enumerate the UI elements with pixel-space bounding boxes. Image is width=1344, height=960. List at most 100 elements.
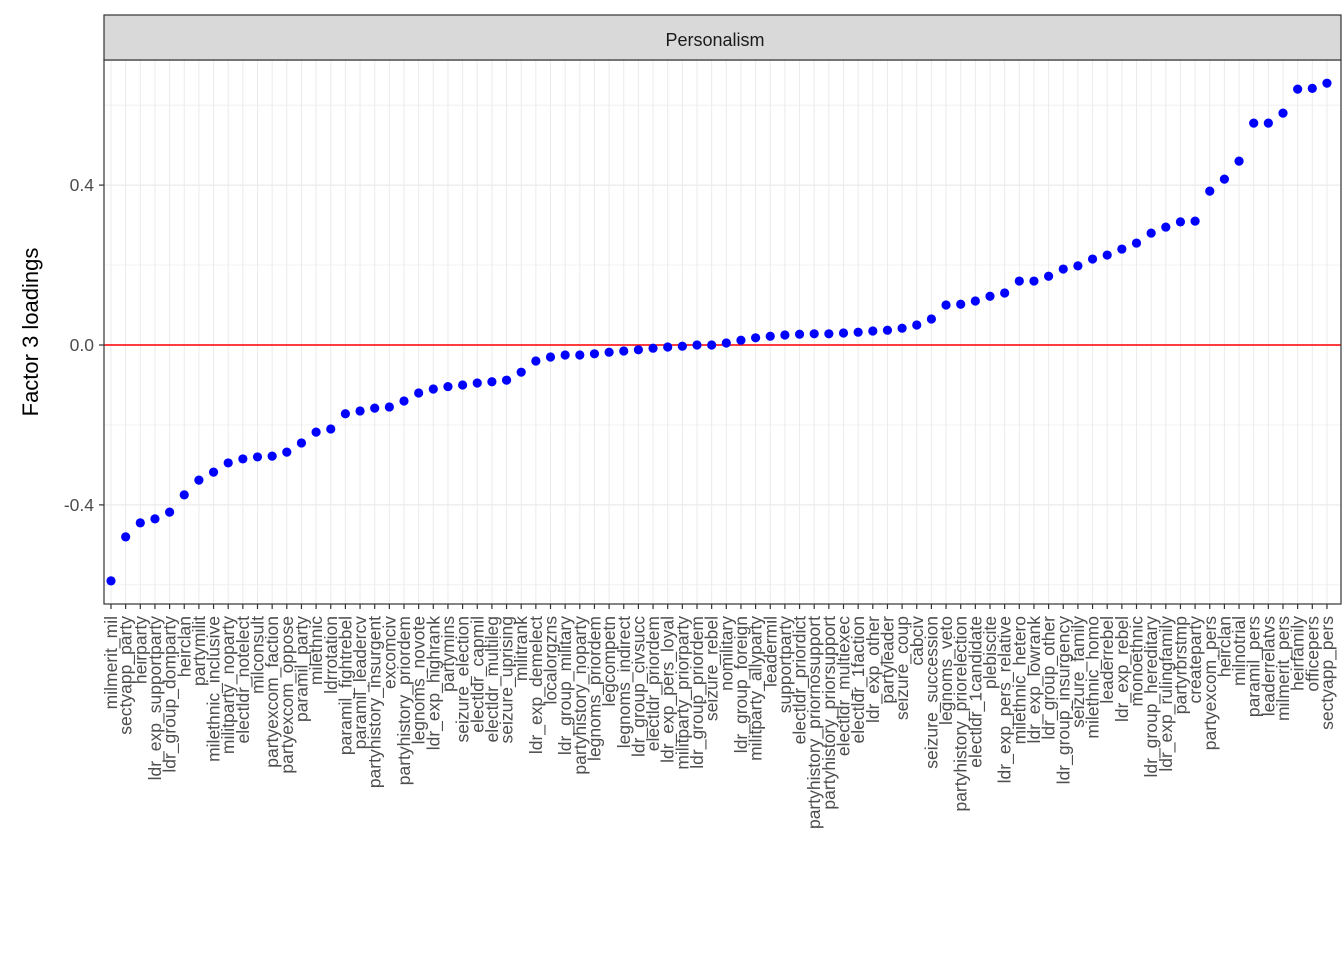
x-tick-label: partyexcom_pers	[1200, 616, 1221, 750]
data-point	[252, 452, 263, 462]
data-point	[663, 342, 673, 352]
data-point	[1029, 276, 1039, 286]
x-tick-label: ldr_group_domparty	[160, 616, 181, 773]
strip-title: Personalism	[665, 30, 764, 50]
x-tick-label: heirparty	[130, 616, 150, 684]
x-tick-label: createparty	[1185, 616, 1205, 704]
x-tick-label: legnoms_novote	[409, 616, 430, 744]
data-point	[794, 329, 805, 339]
x-tick-label: electldr_capmil	[467, 616, 488, 733]
data-point	[458, 380, 468, 390]
data-point	[985, 291, 995, 301]
x-tick-label: milethnic_hetero	[1009, 616, 1030, 744]
x-tick-label: milmerit_mil	[101, 616, 122, 709]
x-tick-label: ldr_group_civsucc	[628, 616, 649, 757]
x-tick-label: cabciv	[907, 616, 927, 666]
x-tick-label: ldr_exp_pers_relative	[995, 616, 1016, 783]
x-tick-label: seizure_family	[1068, 616, 1089, 728]
data-point	[1044, 271, 1054, 281]
data-point	[868, 326, 878, 336]
x-tick-label: monoethnic	[1127, 616, 1147, 707]
x-tick-label: partyhistory_priorsupport	[819, 616, 840, 810]
x-tick-label: seizure_election	[453, 616, 474, 742]
grid-minor-y	[104, 104, 1341, 586]
x-tick-label: ldr_group_hereditary	[1141, 616, 1162, 778]
data-point	[223, 458, 233, 468]
data-point	[1190, 216, 1200, 226]
data-point	[1102, 250, 1112, 260]
x-tick-label: milethnic_homo	[1083, 616, 1104, 739]
data-point	[340, 409, 350, 419]
x-tick-label: seizure_coup	[892, 616, 913, 720]
panel-background	[104, 60, 1341, 604]
x-tick-label: electldr_multileg	[482, 616, 503, 742]
x-tick-label: ldr_group_insurgency	[1053, 616, 1074, 785]
x-tick-label: localorgzns	[541, 616, 561, 705]
x-tick-label: sectyapp_pers	[1317, 616, 1338, 730]
data-point	[956, 299, 966, 309]
data-point	[282, 447, 292, 457]
x-tick-label: heirclan	[174, 616, 194, 677]
x-tick-label: partyexcom_oppose	[277, 616, 298, 774]
data-point	[516, 367, 526, 377]
data-point	[633, 345, 644, 355]
data-point	[648, 343, 658, 353]
x-tick-label: electldr_1faction	[848, 616, 869, 743]
x-tick-label: electldr_multiexec	[834, 616, 855, 756]
data-points	[106, 78, 1332, 586]
data-point	[472, 378, 482, 388]
data-point	[267, 451, 277, 461]
data-point	[487, 377, 497, 387]
x-tick-label: legnoms_priordem	[584, 616, 605, 761]
x-tick-label: partyhistory_priordem	[394, 616, 415, 785]
x-tick-label: partyleader	[877, 616, 897, 704]
x-tick-label: militrank	[511, 616, 531, 681]
x-tick-label: partymilit	[189, 616, 209, 686]
x-tick-label: partymins	[438, 616, 458, 692]
x-tick-label: ldr_exp_supportparty	[145, 616, 166, 781]
x-tick-label: partyrbrstmp	[1170, 616, 1190, 714]
x-tick-label: seizure_succession	[921, 616, 942, 769]
x-tick-label: ldr_exp_pers_loyal	[658, 616, 679, 763]
data-point	[238, 454, 248, 464]
data-point	[194, 475, 204, 485]
x-tick-label: legcompetn	[599, 616, 619, 706]
grid-x	[110, 60, 1328, 604]
data-point	[707, 340, 717, 350]
data-point	[560, 350, 570, 360]
panel	[103, 59, 1342, 605]
data-point	[1161, 222, 1171, 232]
data-point	[619, 346, 629, 356]
x-tick-label: electldr_priordem	[643, 616, 664, 751]
x-tick-label: ldr_exp_demelect	[526, 616, 547, 754]
data-point	[443, 381, 453, 392]
x-tick-label: ldrrotation	[321, 616, 341, 694]
x-tick-label: ldr_exp_highrank	[423, 616, 444, 751]
data-point	[897, 323, 907, 333]
data-point	[1205, 186, 1215, 196]
data-point	[179, 490, 189, 500]
data-point	[370, 403, 380, 413]
data-point	[677, 341, 687, 351]
x-tick-label: milethnic	[306, 616, 326, 685]
data-point	[135, 518, 145, 528]
x-tick-label: ldr_exp_rulingfamily	[1156, 616, 1177, 772]
x-tick-label: leadermil	[760, 616, 780, 687]
x-tick-label: ldr_group_other	[1039, 616, 1060, 740]
data-point	[311, 427, 321, 437]
x-tick-label: legnoms_veto	[936, 616, 957, 725]
data-point	[399, 396, 409, 406]
data-point	[1322, 78, 1332, 88]
x-tick-label: seizure_rebel	[702, 616, 723, 721]
data-point	[1014, 276, 1024, 286]
x-tick-label: militparty_allyparty	[746, 616, 767, 761]
x-tick-label: militparty_priorparty	[672, 616, 693, 770]
x-tick-label: leaderrebel	[1097, 616, 1117, 704]
x-tick-label: plebiscite	[980, 616, 1000, 689]
x-tick-label: milmerit_pers	[1273, 616, 1294, 721]
data-point	[531, 356, 541, 366]
x-tick-label: electldr_1candidate	[965, 616, 986, 768]
y-tick-label: 0.4	[70, 175, 95, 195]
data-point	[1307, 83, 1317, 93]
data-point	[208, 467, 219, 477]
